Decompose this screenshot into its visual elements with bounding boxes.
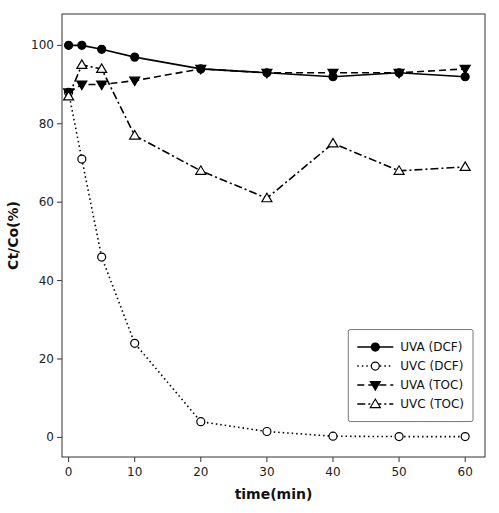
point [77,60,87,68]
point [460,65,470,74]
chart-container: 0 10 20 30 40 50 60 0 20 40 60 80 100 time(min) Ct/Co(… [0,0,499,513]
legend-label: UVC (TOC) [400,397,464,411]
point [395,433,403,441]
y-tick [57,202,62,203]
point [97,64,107,73]
legend-marker [371,343,379,351]
point [130,77,140,86]
y-tick-label: 40 [39,274,54,288]
y-tick [57,123,62,124]
y-tick [57,280,62,281]
point [131,53,139,61]
series [64,65,471,97]
x-tick [266,457,267,462]
legend-marker [370,399,380,408]
y-tick-label: 20 [39,352,54,366]
point [262,69,272,78]
series [65,41,470,80]
x-axis-label: time(min) [235,486,313,502]
point [461,433,469,441]
point [262,193,272,202]
y-tick-label: 100 [31,38,54,52]
point [196,166,206,175]
point [395,69,403,77]
point [329,432,337,440]
legend-label: UVA (DCF) [400,340,462,354]
x-tick [332,457,333,462]
point [197,65,205,73]
y-tick [57,358,62,359]
y-tick-label: 60 [39,195,54,209]
x-tick-label: 20 [193,465,208,479]
y-tick-label: 0 [46,430,54,444]
point [98,253,106,261]
data-area [64,41,471,440]
x-tick-label: 40 [325,465,340,479]
series-line [69,92,466,436]
point [196,65,206,74]
y-tick-label: 80 [39,117,54,131]
x-tick [68,457,69,462]
series-line [69,65,466,198]
x-tick-label: 50 [391,465,406,479]
point [328,138,338,147]
x-tick [134,457,135,462]
legend-label: UVC (DCF) [400,359,463,373]
point [78,41,86,49]
legend: UVA (DCF) UVC (DCF) UVA (TOC) UVC (TOC) [348,330,473,422]
x-axis: 0 10 20 30 40 50 60 [65,457,473,479]
x-tick-label: 60 [458,465,473,479]
point [77,81,87,90]
point [394,166,404,175]
x-tick-label: 0 [65,465,73,479]
point [197,418,205,426]
x-tick-label: 10 [127,465,142,479]
legend-marker [371,362,379,370]
point [130,131,140,140]
point [131,339,139,347]
point [97,81,107,90]
point [263,69,271,77]
point [394,69,404,78]
y-axis-label: Ct/Co(%) [5,201,21,270]
legend-label: UVA (TOC) [400,378,463,392]
legend-marker [370,382,380,391]
x-tick [465,457,466,462]
y-tick [57,45,62,46]
legend-frame [348,330,473,422]
point [98,45,106,53]
y-axis: 0 20 40 60 80 100 [31,38,62,444]
series [65,88,470,440]
x-tick-label: 30 [259,465,274,479]
x-tick [399,457,400,462]
point [78,155,86,163]
plot-frame [62,14,485,457]
series [64,60,471,202]
point [263,428,271,436]
x-tick [200,457,201,462]
point [65,41,73,49]
chart-svg: 0 10 20 30 40 50 60 0 20 40 60 80 100 time(min) Ct/Co(… [0,0,499,513]
series-line [69,69,466,93]
point [328,69,338,78]
y-tick [57,437,62,438]
point [460,162,470,171]
background [0,0,499,513]
point [64,91,74,100]
